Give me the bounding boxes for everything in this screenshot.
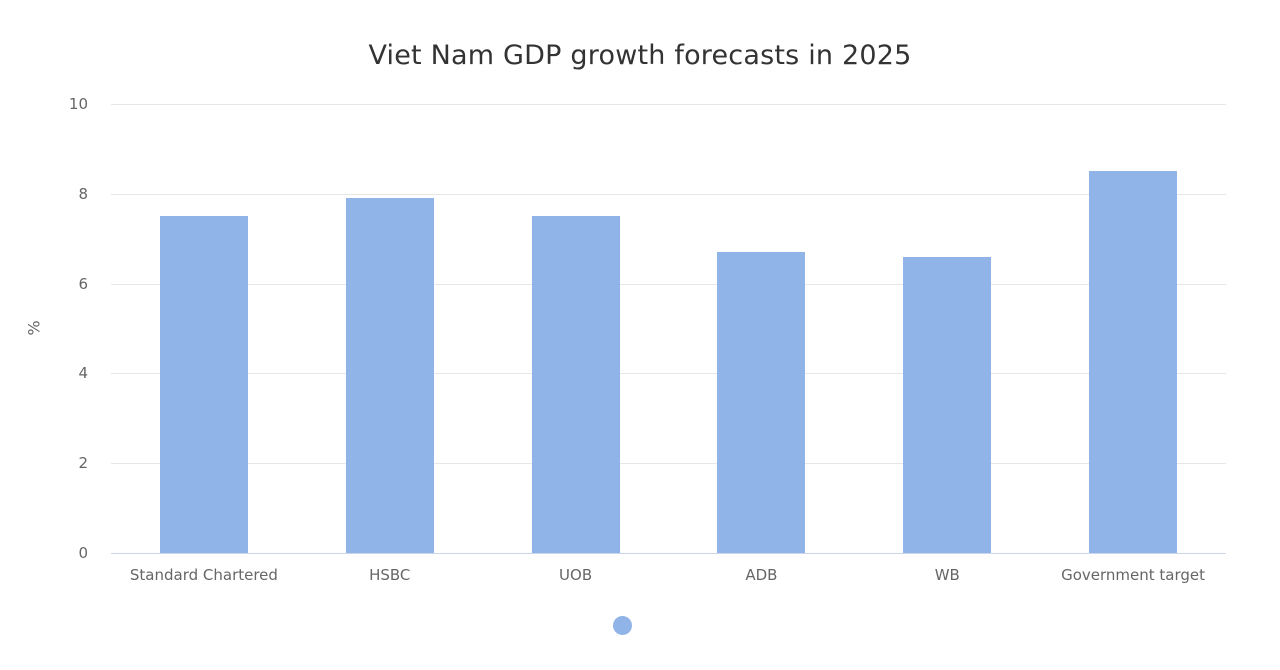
- gridline: [111, 104, 1226, 105]
- y-tick-label: 8: [78, 184, 88, 203]
- x-tick-label: HSBC: [369, 566, 411, 584]
- x-tick-label: ADB: [745, 566, 778, 584]
- bar[interactable]: [1089, 171, 1178, 553]
- gridline: [111, 193, 1226, 195]
- x-tick-label: WB: [934, 566, 960, 584]
- x-tick-label: Standard Chartered: [129, 566, 278, 584]
- bar[interactable]: [903, 256, 992, 553]
- bar[interactable]: [717, 252, 806, 553]
- y-axis-label: %: [24, 320, 44, 336]
- bar[interactable]: [531, 216, 620, 553]
- y-tick-label: 4: [78, 364, 88, 383]
- y-tick-label: 6: [78, 274, 88, 293]
- y-tick-label: 10: [68, 95, 88, 113]
- y-tick-label: 0: [78, 544, 88, 562]
- gridline: [111, 373, 1226, 375]
- bar[interactable]: [345, 198, 434, 553]
- y-tick-label: 2: [78, 454, 88, 473]
- gridline: [111, 463, 1226, 465]
- plot-area: [111, 104, 1226, 554]
- bar[interactable]: [159, 216, 248, 553]
- gridline: [111, 283, 1226, 285]
- x-axis-line: [111, 553, 1226, 554]
- x-tick-label: Government target: [1061, 566, 1206, 584]
- chart-title: Viet Nam GDP growth forecasts in 2025: [368, 40, 912, 71]
- legend-marker[interactable]: [613, 616, 632, 635]
- x-tick-label: UOB: [559, 566, 593, 584]
